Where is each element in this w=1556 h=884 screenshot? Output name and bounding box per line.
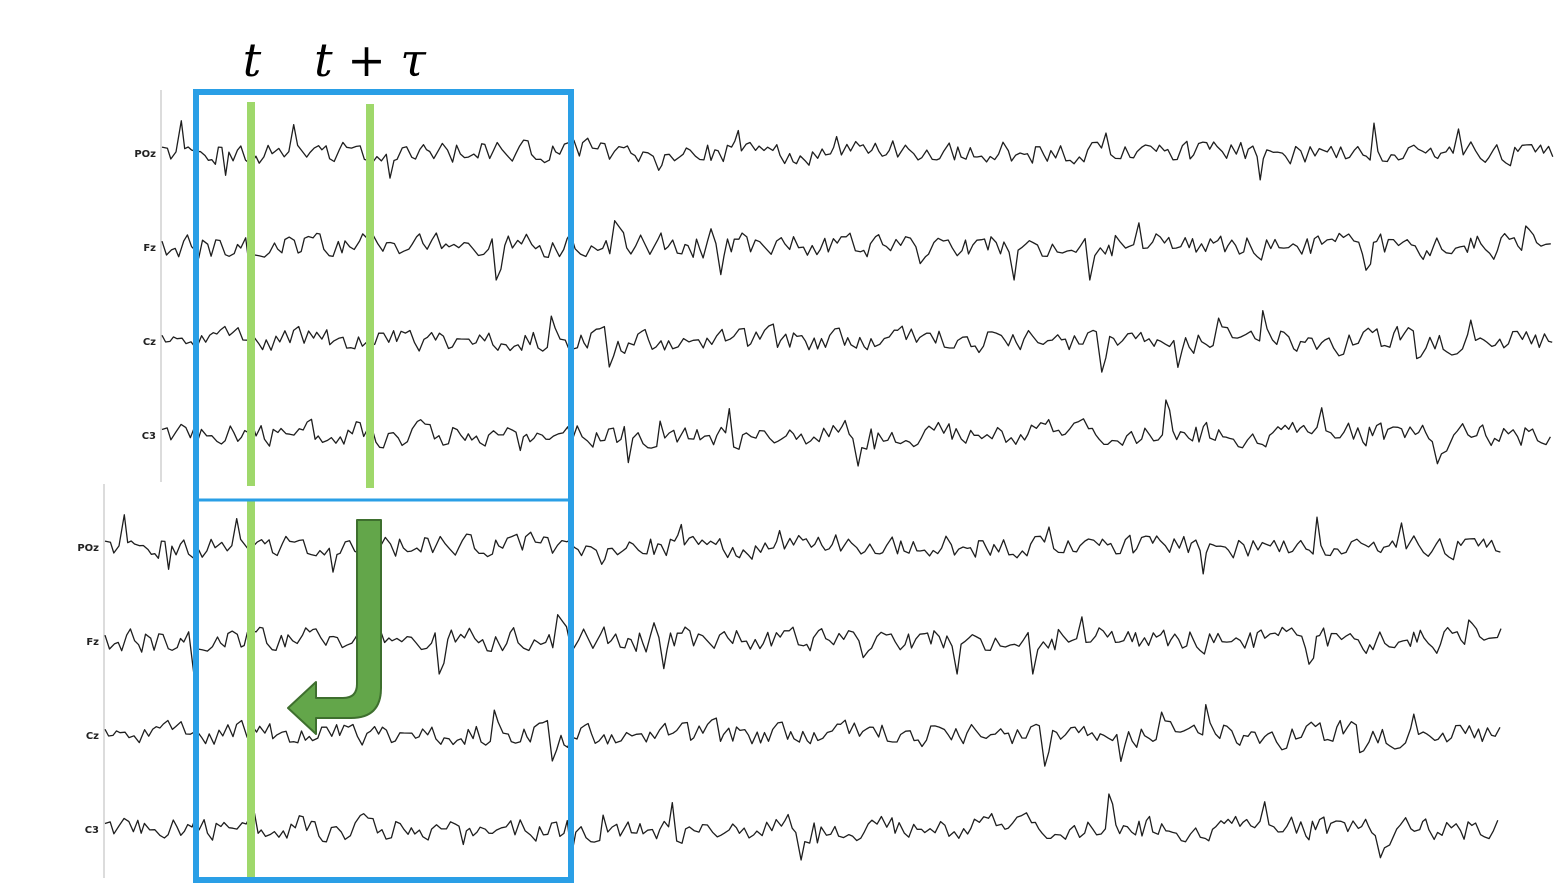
top-trace-cz xyxy=(161,309,1553,373)
bottom-trace-fz xyxy=(104,614,1502,675)
top-label-poz: POz xyxy=(134,149,156,160)
bottom-panel-channel-labels: POz Fz Cz C3 xyxy=(77,543,99,836)
top-label-cz: Cz xyxy=(143,337,156,348)
bottom-label-poz: POz xyxy=(77,543,99,554)
bottom-panel-traces xyxy=(104,514,1502,861)
bottom-label-c3: C3 xyxy=(85,825,99,836)
bottom-trace-poz xyxy=(104,514,1501,575)
bottom-trace-cz xyxy=(104,703,1501,767)
top-label-fz: Fz xyxy=(143,243,156,254)
top-panel-traces xyxy=(161,120,1554,467)
label-t-plus-tau: t + τ xyxy=(314,33,427,87)
top-trace-poz xyxy=(161,120,1554,181)
bent-down-left-arrow-icon xyxy=(287,519,382,735)
top-panel-channel-labels: POz Fz Cz C3 xyxy=(134,149,156,442)
label-t: t xyxy=(243,33,262,87)
analysis-window-box xyxy=(193,89,574,883)
bottom-label-fz: Fz xyxy=(86,637,99,648)
top-trace-fz xyxy=(161,220,1551,281)
bottom-label-cz: Cz xyxy=(86,731,99,742)
bottom-trace-c3 xyxy=(104,793,1499,861)
top-label-c3: C3 xyxy=(142,431,156,442)
top-trace-c3 xyxy=(161,399,1551,467)
